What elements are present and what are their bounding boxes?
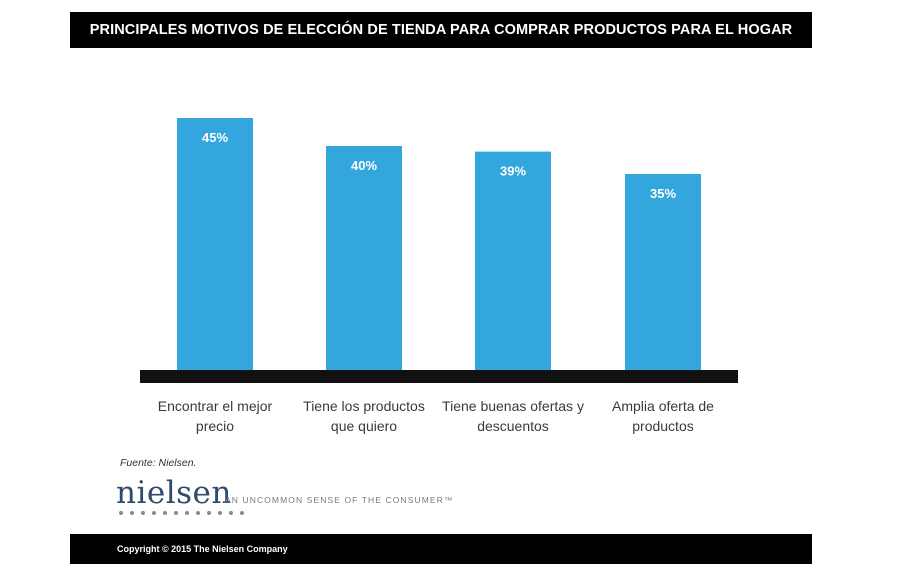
bar-4 [625,174,701,370]
category-label-1: Encontrar el mejor precio [140,396,290,436]
logo-dots [116,511,244,515]
category-label-line: descuentos [477,418,549,434]
source-note: Fuente: Nielsen. [120,457,197,469]
category-label-line: que quiero [330,418,398,434]
bar-value-label-1: 45% [202,130,228,145]
nielsen-logo: nielsen [116,476,244,515]
category-label-2: Tiene los productos que quiero [289,396,439,436]
bar-2 [326,146,402,370]
category-label-line: Amplia oferta de [612,398,714,414]
logo-wordmark: nielsen [116,475,232,511]
bar-1 [177,118,253,370]
category-label-line: productos [632,418,694,434]
bar-value-label-4: 35% [650,186,676,201]
category-label-line: Encontrar el mejor [157,398,273,414]
bar-value-label-2: 40% [351,158,377,173]
tagline: AN UNCOMMON SENSE OF THE CONSUMER™ [225,495,454,505]
x-axis-baseline [140,370,738,383]
category-label-line: precio [195,418,235,434]
chart-title: PRINCIPALES MOTIVOS DE ELECCIÓN DE TIEND… [89,22,793,38]
bar-value-label-3: 39% [500,164,526,179]
category-label-line: Tiene los productos [303,398,425,414]
bar-3 [475,151,551,370]
title-bar: PRINCIPALES MOTIVOS DE ELECCIÓN DE TIEND… [70,12,812,48]
category-label-3: Tiene buenas ofertas y descuentos [438,396,588,436]
category-label-line: Tiene buenas ofertas y [442,398,584,414]
category-label-4: Amplia oferta de productos [588,396,738,436]
copyright-text: Copyright © 2015 The Nielsen Company [117,544,288,554]
footer-bar: Copyright © 2015 The Nielsen Company [70,534,812,564]
